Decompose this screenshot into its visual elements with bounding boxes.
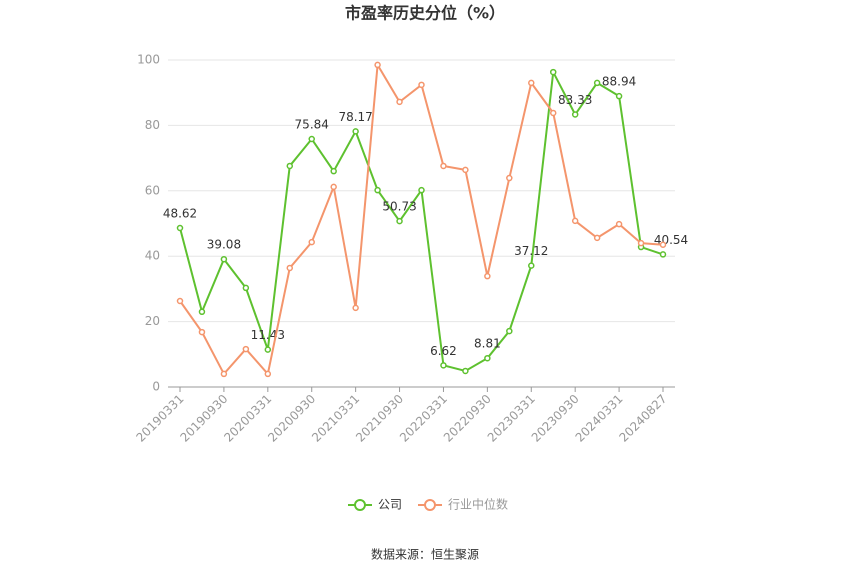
point [242, 345, 250, 353]
point [462, 166, 469, 174]
data-label: 78.17 [338, 110, 372, 124]
point [220, 370, 228, 378]
point [286, 264, 294, 272]
data-label: 11.43 [251, 328, 285, 342]
point [418, 186, 425, 194]
point [593, 234, 601, 242]
x-tick-label: 20240827 [617, 392, 670, 445]
point [242, 284, 250, 292]
y-tick-label: 20 [145, 314, 160, 328]
legend-label: 行业中位数 [448, 497, 508, 512]
point [308, 135, 315, 143]
point [330, 167, 337, 175]
y-tick-label: 80 [145, 118, 160, 132]
point [571, 217, 579, 225]
data-label: 50.73 [382, 200, 416, 214]
point [549, 68, 557, 76]
chart-title: 市盈率历史分位（%） [345, 4, 505, 23]
point [198, 328, 206, 336]
series-line [179, 68, 664, 373]
y-tick-label: 100 [137, 53, 160, 67]
point [198, 308, 206, 316]
point [330, 183, 337, 191]
point [528, 262, 535, 269]
point [264, 346, 272, 353]
data-label: 88.94 [602, 75, 636, 89]
point [176, 224, 184, 232]
data-label: 83.33 [558, 93, 592, 107]
point [286, 162, 294, 170]
data-label: 37.12 [514, 244, 548, 258]
data-label: 75.84 [295, 118, 329, 132]
point [528, 79, 535, 87]
point [418, 81, 425, 89]
legend-marker [424, 499, 436, 511]
point [440, 362, 447, 369]
y-tick-label: 0 [152, 380, 160, 394]
data-label: 8.81 [474, 337, 501, 351]
point [637, 239, 645, 247]
point [484, 272, 491, 280]
point [352, 128, 359, 135]
point [176, 297, 184, 305]
point [549, 109, 557, 117]
y-tick-label: 60 [145, 183, 160, 197]
data-label: 48.62 [163, 207, 197, 221]
legend-label: 公司 [378, 498, 402, 512]
point [506, 174, 513, 182]
point [396, 217, 403, 225]
point [659, 251, 667, 258]
point [308, 238, 315, 246]
data-label: 6.62 [430, 344, 457, 358]
point [440, 162, 447, 170]
point [396, 98, 403, 106]
legend-marker [354, 499, 366, 511]
point [484, 354, 491, 362]
point [374, 186, 381, 194]
point [659, 241, 667, 249]
point [571, 111, 579, 118]
point [506, 327, 513, 335]
point [374, 61, 381, 69]
point [462, 367, 469, 375]
point [352, 304, 359, 312]
source-note: 数据来源：恒生聚源 [371, 547, 479, 562]
y-tick-label: 40 [145, 249, 160, 263]
point [264, 370, 272, 378]
point [593, 79, 601, 87]
point [615, 220, 623, 228]
data-label: 39.08 [207, 238, 241, 252]
point [615, 92, 623, 100]
point [220, 255, 228, 263]
